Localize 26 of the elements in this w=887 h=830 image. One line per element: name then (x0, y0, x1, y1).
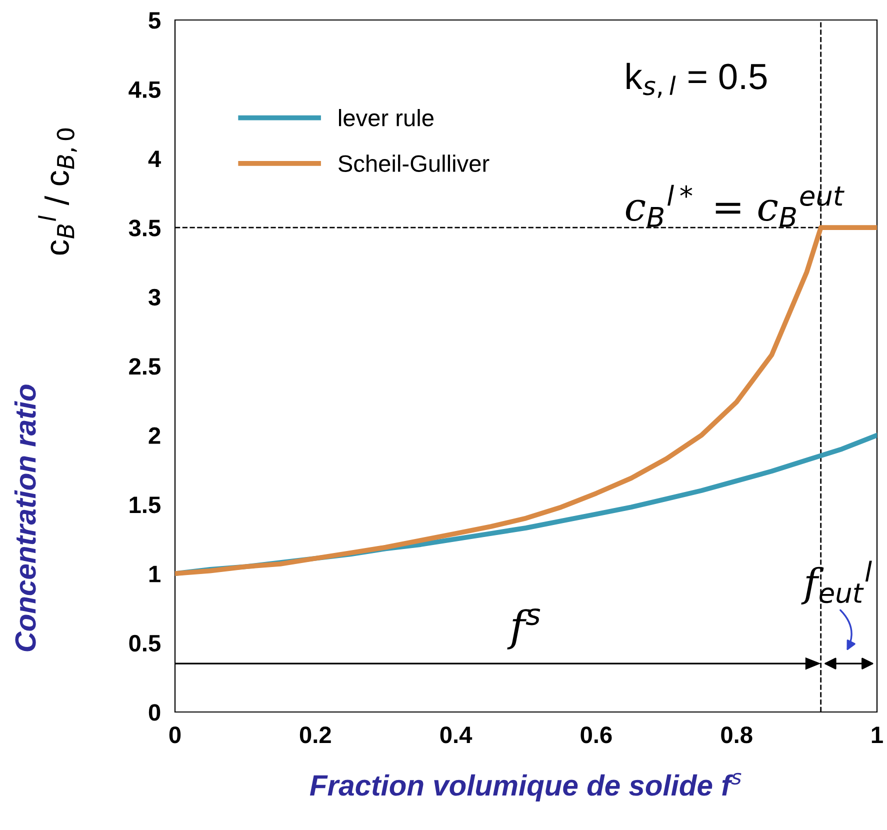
y-tick-label: 3.5 (128, 220, 160, 236)
y-tick-label: 3 (148, 288, 160, 306)
text: c$_{B}$$^{l}$ / c$_{B,0}$ (38, 128, 77, 255)
y-tick-label: 2 (148, 427, 160, 444)
annotation: f$^{s}$ (507, 608, 540, 650)
y-tick-label: 5 (148, 12, 160, 29)
y-tick-label: 1 (149, 566, 160, 582)
y-tick-label: 4 (148, 150, 161, 167)
x-tick-label: 0 (169, 726, 181, 744)
y-tick-label: 4.5 (128, 82, 160, 98)
x-tick-label: 0.8 (721, 726, 752, 744)
x-tick-label: 0.2 (300, 726, 331, 744)
y-axis-title: Concentration ratio (14, 384, 36, 652)
y-tick-label: 0.5 (129, 634, 160, 652)
legend-label: Scheil-Gulliver (338, 154, 490, 172)
x-axis-title: Fraction volumique de solide f$^{s}$ (310, 772, 742, 802)
y-tick-label: 1.5 (130, 496, 160, 514)
annotation: f$_{eut}$$^{l}$ (801, 560, 872, 604)
annotation: c$_{B}$$^{l*}$ = c$_{B}$$^{eut}$ (626, 184, 844, 227)
x-tick-label: 0.4 (440, 726, 472, 744)
annotation: k$_{s,l}$ = 0.5 (626, 62, 767, 98)
y-tick-label: 2.5 (129, 358, 160, 375)
x-tick-label: 0.6 (580, 726, 612, 744)
legend-label: lever rule (339, 109, 434, 126)
y-tick-label: 0 (148, 704, 160, 721)
x-tick-label: 1 (872, 726, 883, 743)
